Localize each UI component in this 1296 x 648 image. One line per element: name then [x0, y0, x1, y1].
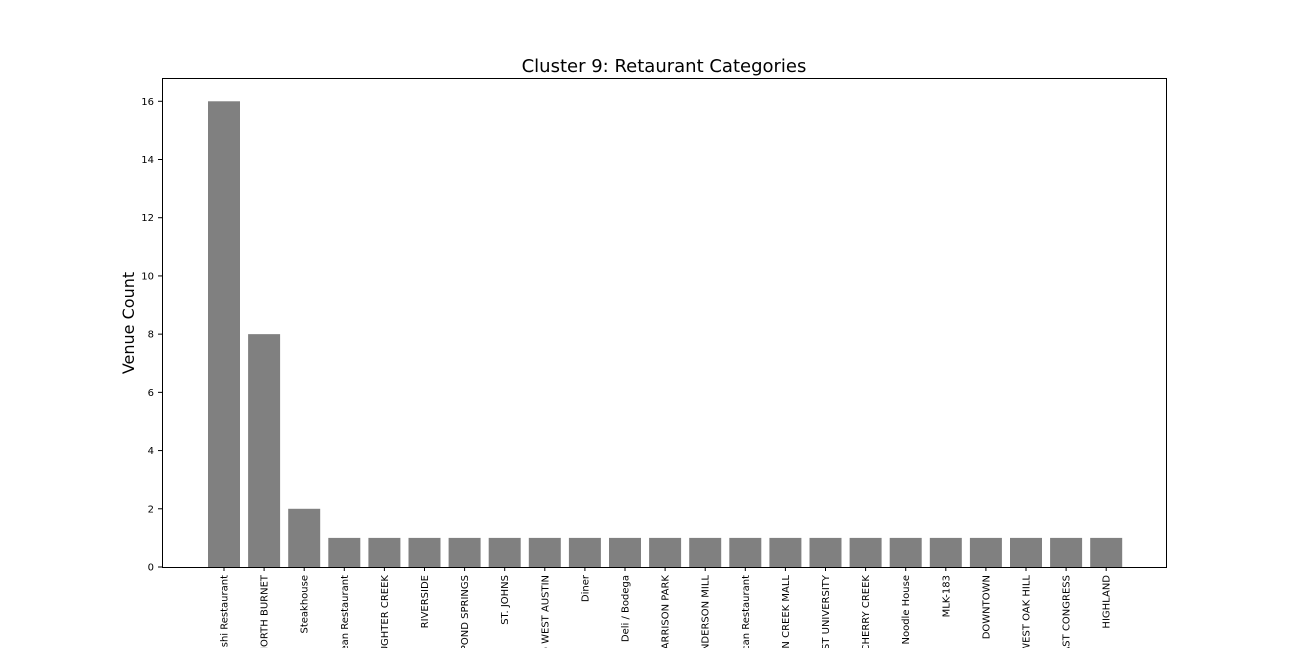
plot-frame: [162, 78, 1167, 568]
bar: [488, 537, 521, 567]
bar: [969, 537, 1002, 567]
x-tick-label: N CREEK MALL: [781, 575, 792, 648]
y-tick-label: 0: [148, 563, 154, 574]
y-tick-label: 8: [148, 330, 154, 341]
bar: [408, 537, 441, 567]
bar: [609, 537, 641, 567]
bar: [929, 537, 962, 567]
y-tick-label: 2: [148, 504, 154, 515]
bar: [288, 508, 321, 567]
x-tick-label: POND SPRINGS: [460, 575, 471, 648]
bar: [769, 537, 802, 567]
y-tick-label: 14: [141, 155, 154, 166]
x-tick-label: ARRISON PARK: [661, 575, 672, 648]
x-tick-label: Steakhouse: [300, 575, 311, 634]
y-tick-label: 4: [148, 446, 154, 457]
bar: [208, 101, 240, 568]
x-axis: shi Restaurant NORTH BURNET Steakhouse ean …: [220, 567, 1113, 648]
x-tick-label: Diner: [580, 574, 591, 602]
x-tick-label: ST UNIVERSITY: [821, 574, 832, 648]
y-tick-label: 6: [148, 388, 154, 399]
bars: [208, 101, 1123, 568]
bar: [1090, 537, 1123, 567]
x-tick-label: NDERSON MILL: [701, 575, 712, 648]
bar: [248, 334, 281, 567]
y-tick-label: 10: [141, 271, 154, 282]
y-tick-label: 16: [141, 97, 154, 108]
x-tick-label: UGHTER CREEK: [380, 575, 391, 648]
x-tick-label: WEST OAK HILL: [1022, 575, 1033, 648]
x-tick-label: o WEST AUSTIN: [540, 575, 551, 648]
x-tick-label: NORTH BURNET: [260, 574, 271, 648]
x-tick-label: shi Restaurant: [220, 575, 231, 647]
x-tick-label: Deli / Bodega: [621, 575, 632, 642]
bar: [448, 537, 481, 567]
x-tick-label: AST CONGRESS: [1062, 575, 1073, 648]
bar: [889, 537, 922, 567]
x-tick-label: Noodle House: [901, 575, 912, 645]
bar: [849, 537, 882, 567]
x-tick-label: RIVERSIDE: [420, 575, 431, 628]
chart-title: Cluster 9: Retaurant Categories: [522, 56, 807, 77]
x-tick-label: ean Restaurant: [340, 575, 351, 648]
x-tick-label: ST. JOHNS: [500, 575, 511, 625]
y-tick-label: 12: [141, 213, 154, 224]
x-tick-label: MLK-183: [941, 575, 952, 617]
bar: [368, 537, 401, 567]
bar: [1010, 537, 1042, 567]
y-axis-label: Venue Count: [119, 272, 138, 374]
bar: [729, 537, 762, 567]
bar: [568, 537, 601, 567]
bar: [528, 537, 561, 567]
bar: [689, 537, 722, 567]
bar: [328, 537, 361, 567]
bar: [1050, 537, 1083, 567]
x-tick-label: CHERRY CREEK: [861, 575, 872, 648]
y-axis: 0 2 4 6 8 10 12 14 16: [141, 97, 162, 574]
x-tick-label: HIGHLAND: [1102, 575, 1113, 629]
bar: [649, 537, 682, 567]
bar: [809, 537, 842, 567]
x-tick-label: DOWNTOWN: [981, 575, 992, 639]
x-tick-label: can Restaurant: [741, 575, 752, 648]
